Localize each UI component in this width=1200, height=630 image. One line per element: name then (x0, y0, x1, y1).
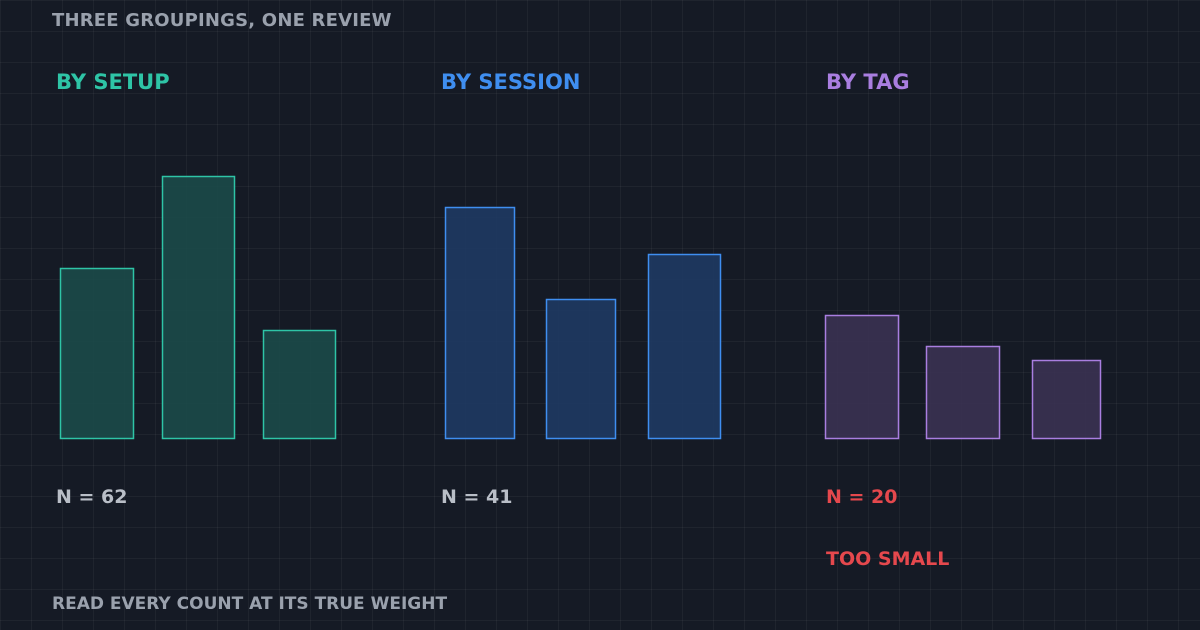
count-label-session: N = 41 (441, 486, 513, 508)
bar-setup-2 (161, 175, 236, 440)
warning-label-tag: TOO SMALL (826, 548, 950, 570)
bar-setup-3 (262, 329, 337, 440)
bar-setup-1 (59, 267, 135, 440)
count-label-setup: N = 62 (56, 486, 128, 508)
page-title: THREE GROUPINGS, ONE REVIEW (52, 10, 392, 31)
group-title-tag: BY TAG (826, 70, 910, 94)
group-title-session: BY SESSION (441, 70, 581, 94)
bar-session-1 (444, 206, 516, 440)
footer-text: READ EVERY COUNT AT ITS TRUE WEIGHT (52, 594, 448, 614)
bar-tag-2 (925, 345, 1001, 440)
count-label-tag: N = 20 (826, 486, 898, 508)
group-title-setup: BY SETUP (56, 70, 170, 94)
bar-tag-1 (824, 314, 900, 440)
bar-tag-3 (1031, 359, 1102, 440)
bar-session-2 (545, 298, 617, 440)
bar-session-3 (647, 253, 722, 440)
